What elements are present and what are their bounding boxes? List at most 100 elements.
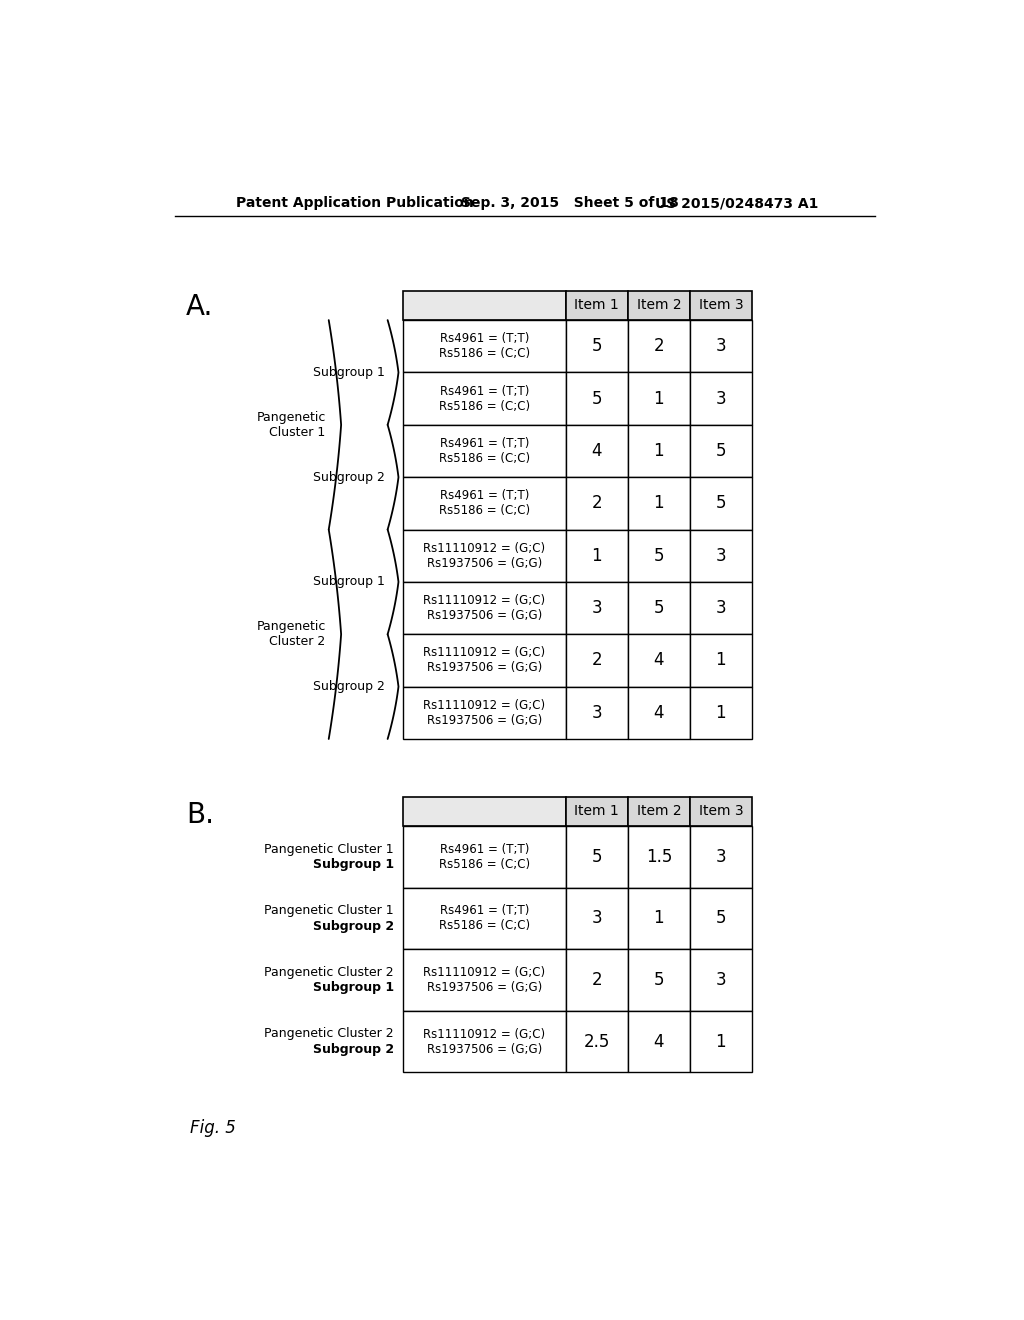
Text: 5: 5 bbox=[592, 847, 602, 866]
Text: 1: 1 bbox=[716, 704, 726, 722]
Bar bbox=[628, 290, 690, 321]
Text: Subgroup 1: Subgroup 1 bbox=[312, 858, 394, 871]
Text: Item 3: Item 3 bbox=[698, 298, 743, 313]
Text: 2: 2 bbox=[592, 972, 602, 989]
Text: Sep. 3, 2015   Sheet 5 of 18: Sep. 3, 2015 Sheet 5 of 18 bbox=[461, 197, 679, 210]
Text: Item 1: Item 1 bbox=[574, 298, 620, 313]
Text: 2: 2 bbox=[592, 495, 602, 512]
Text: 4: 4 bbox=[653, 704, 665, 722]
Bar bbox=[566, 529, 628, 582]
Text: 3: 3 bbox=[716, 546, 726, 565]
Text: 5: 5 bbox=[592, 338, 602, 355]
Bar bbox=[403, 372, 566, 425]
Bar bbox=[403, 797, 566, 826]
Bar bbox=[690, 529, 752, 582]
Bar bbox=[690, 826, 752, 887]
Bar bbox=[403, 686, 566, 739]
Text: 1.5: 1.5 bbox=[646, 847, 672, 866]
Bar bbox=[403, 425, 566, 478]
Bar bbox=[566, 826, 628, 887]
Text: 3: 3 bbox=[592, 599, 602, 616]
Bar bbox=[403, 949, 566, 1011]
Text: 5: 5 bbox=[716, 909, 726, 928]
Text: Subgroup 2: Subgroup 2 bbox=[312, 471, 385, 483]
Bar bbox=[403, 635, 566, 686]
Bar bbox=[690, 582, 752, 635]
Text: Pangenetic
Cluster 1: Pangenetic Cluster 1 bbox=[256, 411, 326, 438]
Bar bbox=[403, 582, 566, 635]
Text: Rs4961 = (T;T)
Rs5186 = (C;C): Rs4961 = (T;T) Rs5186 = (C;C) bbox=[439, 437, 530, 465]
Bar bbox=[690, 686, 752, 739]
Text: 5: 5 bbox=[653, 599, 665, 616]
Bar bbox=[403, 478, 566, 529]
Text: Item 2: Item 2 bbox=[637, 804, 681, 818]
Bar bbox=[628, 635, 690, 686]
Text: Rs11110912 = (G;C)
Rs1937506 = (G;G): Rs11110912 = (G;C) Rs1937506 = (G;G) bbox=[424, 594, 546, 622]
Text: Item 3: Item 3 bbox=[698, 804, 743, 818]
Bar bbox=[403, 887, 566, 949]
Text: Pangenetic
Cluster 2: Pangenetic Cluster 2 bbox=[256, 620, 326, 648]
Text: 5: 5 bbox=[716, 442, 726, 459]
Text: Pangenetic Cluster 2: Pangenetic Cluster 2 bbox=[264, 966, 394, 979]
Text: Rs4961 = (T;T)
Rs5186 = (C;C): Rs4961 = (T;T) Rs5186 = (C;C) bbox=[439, 904, 530, 932]
Text: Rs11110912 = (G;C)
Rs1937506 = (G;G): Rs11110912 = (G;C) Rs1937506 = (G;G) bbox=[424, 541, 546, 570]
Text: 3: 3 bbox=[716, 847, 726, 866]
Bar bbox=[628, 686, 690, 739]
Bar bbox=[566, 686, 628, 739]
Bar bbox=[628, 478, 690, 529]
Text: 2: 2 bbox=[592, 652, 602, 669]
Text: Subgroup 2: Subgroup 2 bbox=[312, 920, 394, 933]
Text: 5: 5 bbox=[653, 546, 665, 565]
Text: Item 1: Item 1 bbox=[574, 804, 620, 818]
Bar bbox=[690, 372, 752, 425]
Text: Rs11110912 = (G;C)
Rs1937506 = (G;G): Rs11110912 = (G;C) Rs1937506 = (G;G) bbox=[424, 647, 546, 675]
Bar bbox=[566, 372, 628, 425]
Bar bbox=[690, 290, 752, 321]
Text: Rs4961 = (T;T)
Rs5186 = (C;C): Rs4961 = (T;T) Rs5186 = (C;C) bbox=[439, 384, 530, 413]
Text: 1: 1 bbox=[592, 546, 602, 565]
Bar bbox=[628, 372, 690, 425]
Bar bbox=[690, 635, 752, 686]
Text: 1: 1 bbox=[653, 909, 665, 928]
Bar bbox=[628, 887, 690, 949]
Text: Fig. 5: Fig. 5 bbox=[190, 1118, 236, 1137]
Text: 4: 4 bbox=[592, 442, 602, 459]
Bar bbox=[628, 1011, 690, 1072]
Bar bbox=[566, 478, 628, 529]
Text: 1: 1 bbox=[653, 389, 665, 408]
Bar bbox=[628, 826, 690, 887]
Text: 1: 1 bbox=[716, 1032, 726, 1051]
Text: 3: 3 bbox=[592, 909, 602, 928]
Text: Rs4961 = (T;T)
Rs5186 = (C;C): Rs4961 = (T;T) Rs5186 = (C;C) bbox=[439, 842, 530, 871]
Bar bbox=[628, 425, 690, 478]
Bar bbox=[566, 321, 628, 372]
Text: Subgroup 2: Subgroup 2 bbox=[312, 1043, 394, 1056]
Text: US 2015/0248473 A1: US 2015/0248473 A1 bbox=[655, 197, 818, 210]
Bar bbox=[690, 797, 752, 826]
Text: Pangenetic Cluster 2: Pangenetic Cluster 2 bbox=[264, 1027, 394, 1040]
Bar bbox=[690, 949, 752, 1011]
Bar bbox=[566, 425, 628, 478]
Bar bbox=[403, 321, 566, 372]
Bar bbox=[628, 582, 690, 635]
Bar bbox=[628, 949, 690, 1011]
Bar bbox=[690, 321, 752, 372]
Text: 3: 3 bbox=[716, 599, 726, 616]
Text: 1: 1 bbox=[716, 652, 726, 669]
Bar bbox=[690, 478, 752, 529]
Bar bbox=[403, 529, 566, 582]
Bar bbox=[566, 582, 628, 635]
Text: Rs11110912 = (G;C)
Rs1937506 = (G;G): Rs11110912 = (G;C) Rs1937506 = (G;G) bbox=[424, 1027, 546, 1056]
Bar bbox=[690, 887, 752, 949]
Bar bbox=[628, 529, 690, 582]
Bar bbox=[566, 1011, 628, 1072]
Bar bbox=[566, 949, 628, 1011]
Text: 1: 1 bbox=[653, 442, 665, 459]
Text: 5: 5 bbox=[653, 972, 665, 989]
Bar bbox=[566, 290, 628, 321]
Bar bbox=[566, 635, 628, 686]
Text: 2: 2 bbox=[653, 338, 665, 355]
Text: 3: 3 bbox=[592, 704, 602, 722]
Text: Rs11110912 = (G;C)
Rs1937506 = (G;G): Rs11110912 = (G;C) Rs1937506 = (G;G) bbox=[424, 966, 546, 994]
Text: 3: 3 bbox=[716, 972, 726, 989]
